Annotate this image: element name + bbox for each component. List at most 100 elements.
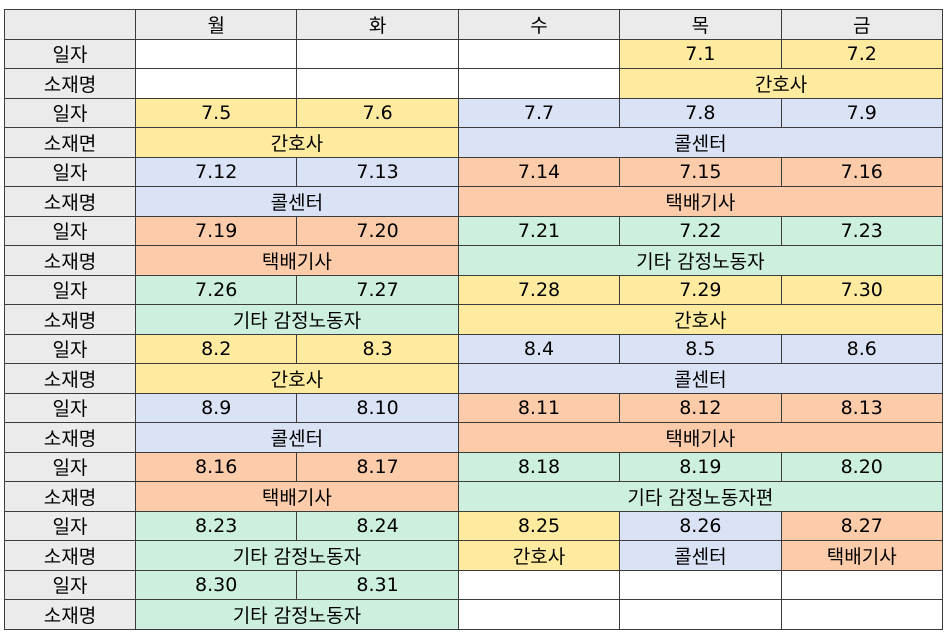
- header-corner: [4, 9, 136, 40]
- date-row: 일자 7.12 7.13 7.14 7.15 7.16: [4, 156, 943, 187]
- material-row-label: 소재명: [4, 245, 136, 276]
- material-row-label: 소재명: [4, 363, 136, 394]
- material-row-label: 소재명: [4, 481, 136, 512]
- date-cell: 7.7: [457, 97, 621, 128]
- date-cell: 7.19: [134, 215, 298, 246]
- date-row: 일자 8.30 8.31: [4, 569, 943, 600]
- date-cell: 7.2: [780, 38, 943, 69]
- material-row: 소재명 간호사 콜센터: [4, 363, 943, 394]
- header-day-mon: 월: [134, 9, 298, 40]
- material-cell-delivery: 택배기사: [780, 540, 943, 571]
- date-cell: 8.10: [296, 392, 459, 423]
- date-cell: [780, 569, 943, 600]
- material-row: 소재명 택배기사 기타 감정노동자: [4, 245, 943, 276]
- date-cell: 8.5: [619, 333, 782, 364]
- date-row-label: 일자: [4, 156, 136, 187]
- date-row-label: 일자: [4, 97, 136, 128]
- date-cell: 8.13: [780, 392, 943, 423]
- date-cell: 7.30: [780, 274, 943, 305]
- material-row: 소재명 콜센터 택배기사: [4, 186, 943, 217]
- material-cell-call-center: 콜센터: [135, 422, 459, 453]
- material-cell-other: 기타 감정노동자: [457, 245, 943, 276]
- material-cell: [619, 599, 782, 630]
- date-row: 일자 7.19 7.20 7.21 7.22 7.23: [4, 215, 943, 246]
- material-row-label: 소재명: [4, 68, 136, 99]
- date-cell: 7.13: [296, 156, 459, 187]
- material-row: 소재명 간호사: [4, 68, 943, 99]
- material-row: 소재명 기타 감정노동자 간호사 콜센터 택배기사: [4, 540, 943, 571]
- material-cell-call-center: 콜센터: [619, 540, 782, 571]
- date-cell: 8.20: [780, 451, 943, 482]
- date-cell: 8.23: [134, 510, 298, 541]
- date-cell: 7.27: [296, 274, 459, 305]
- date-cell: 8.17: [296, 451, 459, 482]
- date-cell: 8.3: [296, 333, 459, 364]
- date-cell: 7.21: [457, 215, 621, 246]
- date-row: 일자 7.5 7.6 7.7 7.8 7.9: [4, 97, 943, 128]
- header-day-thu: 목: [619, 9, 782, 40]
- material-row-label: 소재명: [4, 422, 136, 453]
- header-day-wed: 수: [457, 9, 621, 40]
- date-cell: 7.16: [780, 156, 943, 187]
- material-cell-other: 기타 감정노동자: [135, 304, 459, 335]
- date-row: 일자 8.2 8.3 8.4 8.5 8.6: [4, 333, 943, 364]
- material-cell: [457, 599, 621, 630]
- material-row: 소재면 간호사 콜센터: [4, 127, 943, 158]
- date-row-label: 일자: [4, 333, 136, 364]
- material-cell-nurse: 간호사: [457, 304, 943, 335]
- date-cell: 8.26: [619, 510, 782, 541]
- date-cell: 8.31: [296, 569, 459, 600]
- material-cell-call-center: 콜센터: [457, 127, 943, 158]
- date-cell: 7.9: [780, 97, 943, 128]
- date-row-label: 일자: [4, 215, 136, 246]
- date-cell: 8.30: [134, 569, 298, 600]
- date-cell: 7.12: [134, 156, 298, 187]
- date-cell: 7.14: [457, 156, 621, 187]
- date-row-label: 일자: [4, 38, 136, 69]
- date-cell: 7.23: [780, 215, 943, 246]
- date-row-label: 일자: [4, 274, 136, 305]
- material-cell-other: 기타 감정노동자편: [457, 481, 943, 512]
- date-row-label: 일자: [4, 510, 136, 541]
- material-row-label: 소재명: [4, 304, 136, 335]
- date-row: 일자 7.1 7.2: [4, 38, 943, 69]
- header-day-fri: 금: [780, 9, 943, 40]
- date-row: 일자 8.16 8.17 8.18 8.19 8.20: [4, 451, 943, 482]
- date-cell: [457, 569, 621, 600]
- material-row: 소재명 택배기사 기타 감정노동자편: [4, 481, 943, 512]
- date-cell: [134, 38, 298, 69]
- material-cell-delivery: 택배기사: [457, 422, 943, 453]
- material-cell-nurse: 간호사: [135, 127, 459, 158]
- date-row-label: 일자: [4, 451, 136, 482]
- date-cell: 7.29: [619, 274, 782, 305]
- date-cell: 8.19: [619, 451, 782, 482]
- header-row: 월 화 수 목 금: [4, 9, 943, 40]
- schedule-table: 월 화 수 목 금 일자 7.1 7.2 소재명 간호사 일자 7.5 7.6: [4, 9, 943, 630]
- date-cell: 8.2: [134, 333, 298, 364]
- material-cell-other: 기타 감정노동자: [135, 599, 459, 630]
- date-row: 일자 8.9 8.10 8.11 8.12 8.13: [4, 392, 943, 423]
- date-row: 일자 8.23 8.24 8.25 8.26 8.27: [4, 510, 943, 541]
- date-cell: [296, 38, 459, 69]
- date-cell: 8.11: [457, 392, 621, 423]
- date-row-label: 일자: [4, 569, 136, 600]
- material-row-label: 소재명: [4, 186, 136, 217]
- material-row-label: 소재명: [4, 540, 136, 571]
- material-row: 소재명 콜센터 택배기사: [4, 422, 943, 453]
- date-cell: 8.12: [619, 392, 782, 423]
- date-cell: 8.25: [457, 510, 621, 541]
- material-row-label: 소재명: [4, 599, 136, 630]
- date-cell: 7.20: [296, 215, 459, 246]
- date-cell: 8.9: [134, 392, 298, 423]
- material-cell-delivery: 택배기사: [135, 245, 459, 276]
- material-cell-call-center: 콜센터: [457, 363, 943, 394]
- header-day-tue: 화: [296, 9, 459, 40]
- material-row: 소재명 기타 감정노동자: [4, 599, 943, 630]
- material-cell-nurse: 간호사: [135, 363, 459, 394]
- material-cell-delivery: 택배기사: [457, 186, 943, 217]
- date-cell: [457, 38, 621, 69]
- date-cell: 7.26: [134, 274, 298, 305]
- material-row-label: 소재면: [4, 127, 136, 158]
- material-cell: [134, 68, 298, 99]
- date-cell: 7.8: [619, 97, 782, 128]
